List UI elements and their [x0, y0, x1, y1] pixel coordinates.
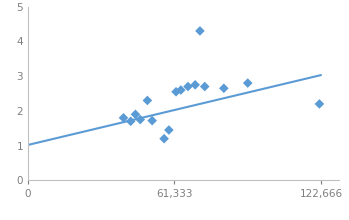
Point	[317, 102, 322, 106]
Point	[161, 137, 167, 140]
Point	[166, 128, 172, 132]
Point	[149, 119, 155, 122]
Point	[128, 119, 133, 123]
Point	[192, 83, 198, 86]
Point	[144, 99, 150, 102]
Point	[245, 81, 251, 85]
Point	[221, 86, 227, 90]
Point	[197, 29, 203, 33]
Point	[138, 118, 143, 121]
Point	[185, 85, 191, 88]
Point	[202, 85, 208, 88]
Point	[133, 113, 138, 116]
Point	[121, 116, 126, 120]
Point	[178, 88, 184, 92]
Point	[173, 90, 179, 94]
